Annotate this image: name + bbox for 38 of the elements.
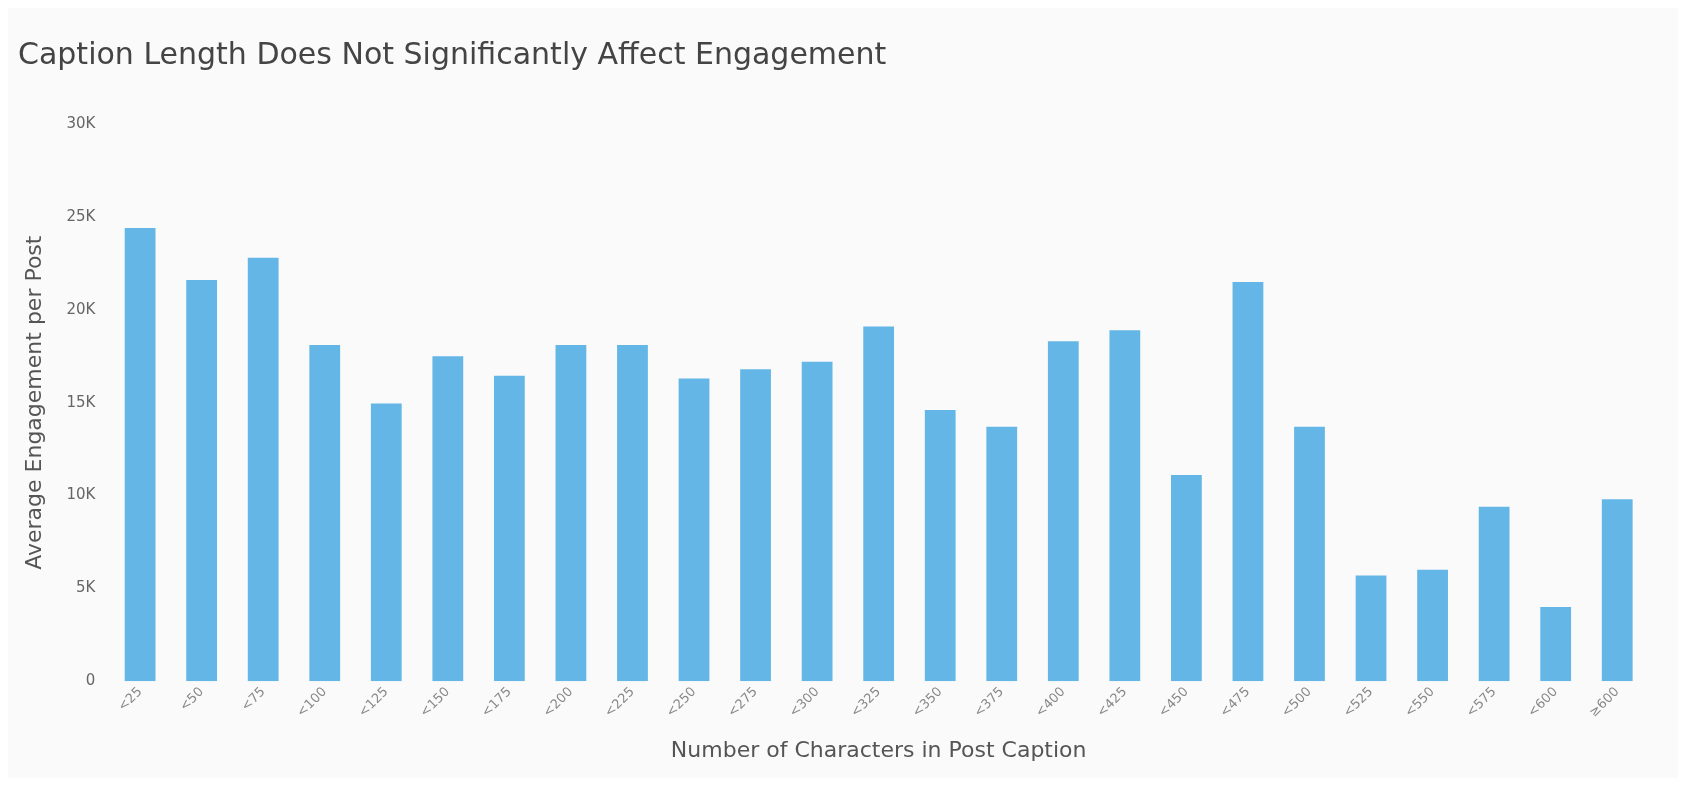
x-axis-title: Number of Characters in Post Caption [670, 736, 1087, 762]
y-tick-label: 20K [66, 299, 97, 318]
bar [493, 375, 525, 682]
bar [1355, 575, 1387, 682]
bar [986, 426, 1018, 682]
bar [1047, 341, 1079, 682]
bar [555, 345, 587, 682]
x-tick-label: <50 [176, 683, 207, 714]
bar [1171, 475, 1202, 682]
bar [1417, 569, 1448, 682]
bar [740, 369, 771, 682]
bar [863, 326, 895, 682]
bar [617, 345, 648, 682]
y-tick-label: 15K [66, 392, 97, 411]
bar [1540, 607, 1572, 682]
bar [124, 228, 156, 682]
bar [678, 378, 710, 682]
bar [1232, 281, 1264, 682]
bar [309, 345, 341, 682]
bar [247, 257, 279, 682]
bar [432, 356, 464, 682]
x-tick-label: <75 [237, 683, 268, 714]
bar [801, 361, 833, 682]
y-tick-label: 25K [66, 206, 97, 225]
y-tick-label: 30K [66, 113, 97, 132]
bar [1294, 426, 1325, 682]
bar [924, 410, 956, 682]
y-tick-label: 0 [85, 671, 96, 690]
bar [370, 403, 402, 682]
y-tick-label: 5K [75, 578, 97, 597]
chart-title: Caption Length Does Not Significantly Affect Engagement [18, 35, 887, 71]
bar [1601, 499, 1633, 682]
bar [186, 280, 218, 682]
bar [1109, 330, 1141, 682]
y-axis-title: Average Engagement per Post [20, 235, 46, 570]
y-tick-label: 10K [66, 485, 97, 504]
x-tick-label: <25 [114, 683, 145, 714]
bar [1478, 506, 1510, 682]
